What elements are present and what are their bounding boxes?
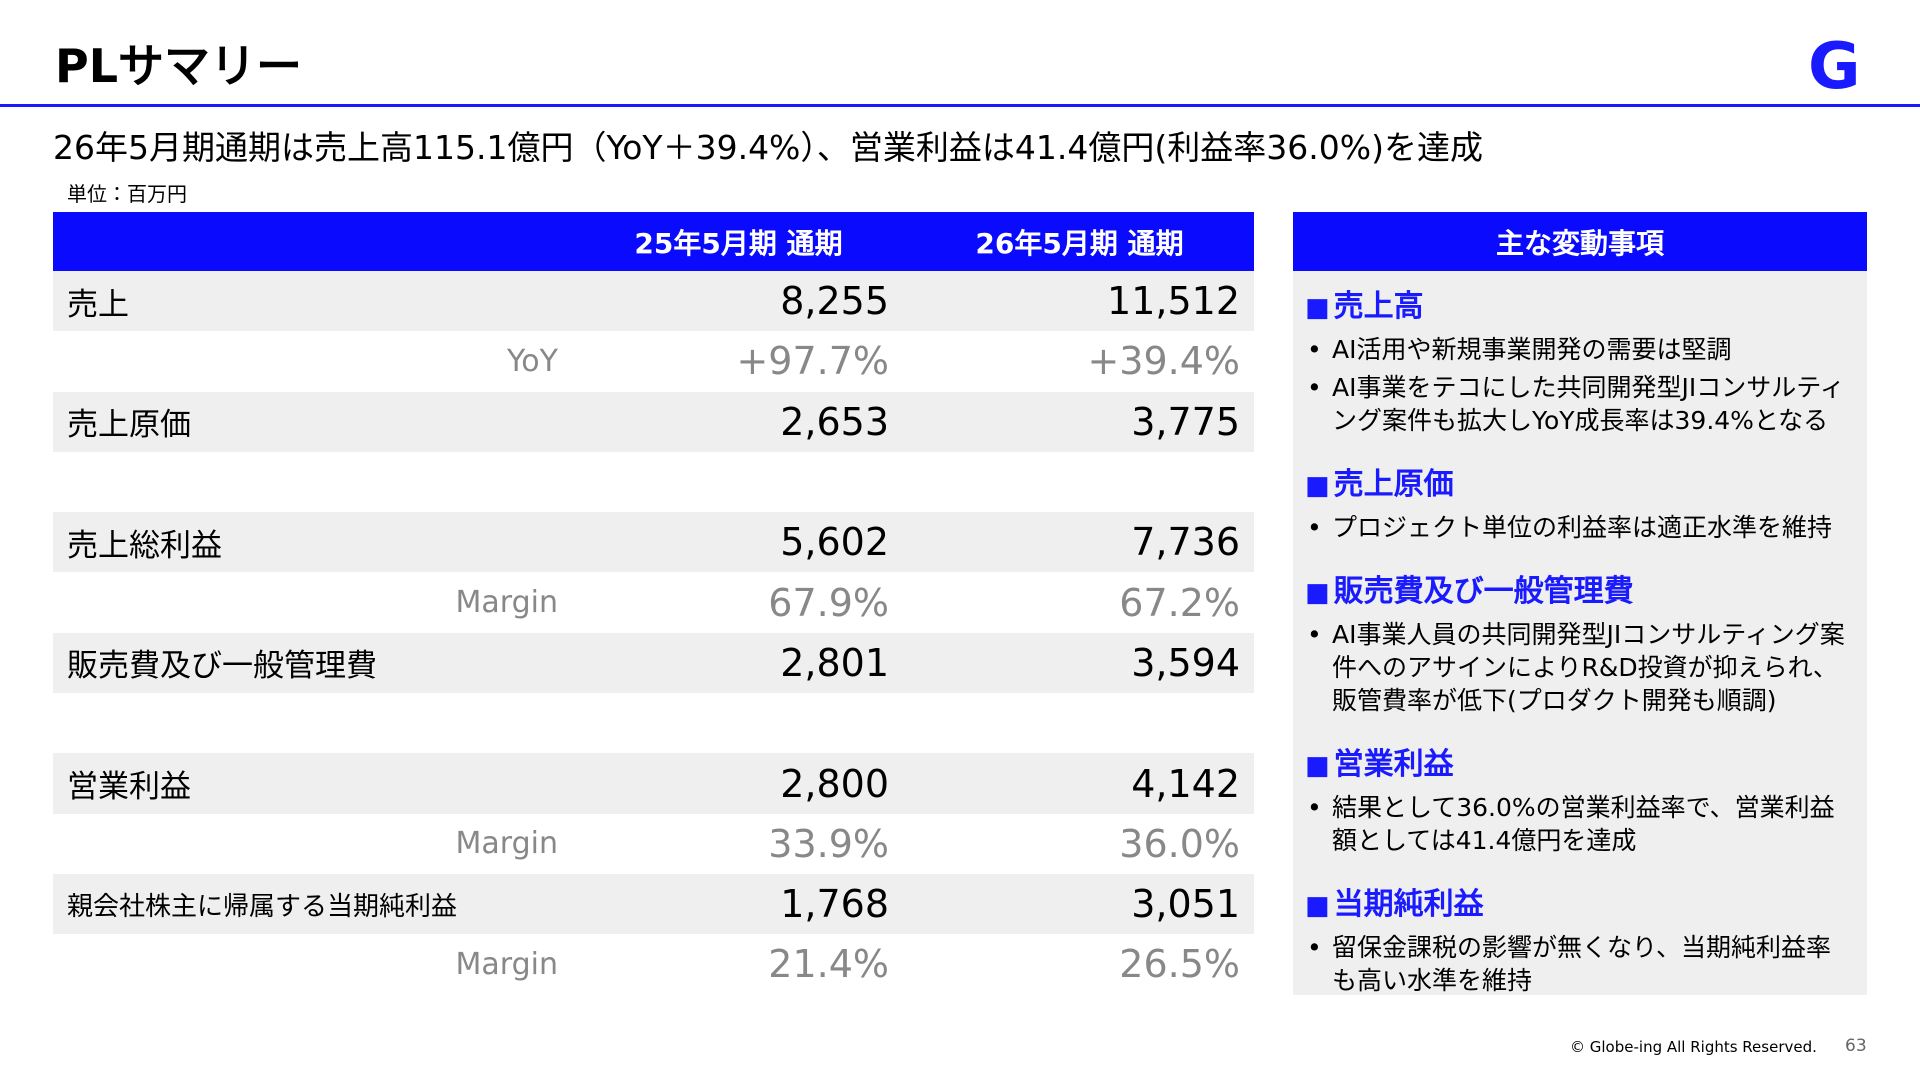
bullet: AI事業をテコにした共同開発型JIコンサルティング案件も拡大しYoY成長率は39… bbox=[1305, 371, 1855, 437]
panel-section: ■営業利益結果として36.0%の営業利益率で、営業利益額としては41.4億円を達… bbox=[1293, 729, 1867, 857]
cell-value: 3,594 bbox=[1131, 640, 1240, 685]
row-label: Margin bbox=[455, 585, 558, 621]
copyright: © Globe-ing All Rights Reserved. bbox=[1570, 1038, 1817, 1056]
cell-value: 36.0% bbox=[1119, 821, 1240, 866]
section-heading: ■ 当期純利益 bbox=[1305, 879, 1855, 923]
bullet-list: 留保金課税の影響が無くなり、当期純利益率も高い水準を維持 bbox=[1305, 931, 1855, 997]
cell-value: 7,736 bbox=[1131, 520, 1240, 565]
bullet: プロジェクト単位の利益率は適正水準を維持 bbox=[1305, 511, 1855, 544]
row-label: 営業利益 bbox=[67, 769, 191, 806]
bullet-list: AI事業人員の共同開発型JIコンサルティング案件へのアサインによりR&D投資が抑… bbox=[1305, 618, 1855, 717]
panel-title: 主な変動事項 bbox=[1293, 212, 1867, 271]
cell-value: 1,768 bbox=[780, 882, 889, 927]
bullet: 結果として36.0%の営業利益率で、営業利益額としては41.4億円を達成 bbox=[1305, 791, 1855, 857]
cell-value: 2,801 bbox=[780, 640, 889, 685]
row-label: 販売費及び一般管理費 bbox=[67, 648, 377, 685]
bullet-list: AI活用や新規事業開発の需要は堅調 AI事業をテコにした共同開発型JIコンサルティ… bbox=[1305, 333, 1855, 437]
bullet-list: 結果として36.0%の営業利益率で、営業利益額としては41.4億円を達成 bbox=[1305, 791, 1855, 857]
heading-text: 営業利益 bbox=[1333, 747, 1454, 782]
heading-text: 売上高 bbox=[1333, 289, 1424, 324]
cell-value: 4,142 bbox=[1131, 761, 1240, 806]
square-icon: ■ bbox=[1305, 751, 1330, 781]
row-label: YoY bbox=[506, 343, 558, 379]
table-row: 販売費及び一般管理費 2,801 3,594 bbox=[53, 632, 1254, 694]
cell-value: +39.4% bbox=[1087, 339, 1240, 384]
header-cell: 26年5月期 通期 bbox=[975, 226, 1184, 260]
square-icon: ■ bbox=[1305, 293, 1330, 323]
row-label: Margin bbox=[455, 826, 558, 862]
row-label: 親会社株主に帰属する当期純利益 bbox=[67, 891, 458, 922]
header-cell: 25年5月期 通期 bbox=[634, 226, 843, 260]
panel-section: ■当期純利益留保金課税の影響が無くなり、当期純利益率も高い水準を維持 bbox=[1293, 869, 1867, 997]
cell-value: 2,653 bbox=[780, 399, 889, 444]
logo: G bbox=[1808, 30, 1861, 104]
unit-note: 単位：百万円 bbox=[67, 182, 187, 206]
table-row: 営業利益 2,800 4,142 bbox=[53, 753, 1254, 814]
panel-section: ■売上高 AI活用や新規事業開発の需要は堅調 AI事業をテコにした共同開発型JIコン… bbox=[1293, 271, 1867, 437]
cell-value: 2,800 bbox=[780, 761, 889, 806]
panel-section: ■販売費及び一般管理費 AI事業人員の共同開発型JIコンサルティング案件へのアサイ… bbox=[1293, 556, 1867, 717]
panel-sections: ■売上高AI活用や新規事業開発の需要は堅調AI事業をテコにした共同開発型JIコン… bbox=[1293, 271, 1867, 997]
header-cell bbox=[53, 212, 572, 271]
cell-value: 8,255 bbox=[780, 279, 889, 324]
cell-value: 21.4% bbox=[768, 942, 889, 987]
table-row: Margin 33.9% 36.0% bbox=[53, 814, 1254, 874]
side-panel: 主な変動事項 ■売上高AI活用や新規事業開発の需要は堅調AI事業をテコにした共同… bbox=[1293, 212, 1867, 995]
table-row: 売上 8,255 11,512 bbox=[53, 271, 1254, 332]
table-body: 売上 8,255 11,512 YoY +97.7% +39.4% 売上原価 2,653 3,7… bbox=[53, 271, 1254, 995]
cell-value: 26.5% bbox=[1119, 942, 1240, 987]
square-icon: ■ bbox=[1305, 471, 1330, 501]
section-heading: ■ 売上原価 bbox=[1305, 459, 1855, 503]
bullet: 留保金課税の影響が無くなり、当期純利益率も高い水準を維持 bbox=[1305, 931, 1855, 997]
spacer-row bbox=[53, 452, 1254, 512]
row-label: 売上 bbox=[67, 286, 129, 323]
bullet: AI事業人員の共同開発型JIコンサルティング案件へのアサインによりR&D投資が抑… bbox=[1305, 618, 1855, 717]
cell-value: 67.9% bbox=[768, 580, 889, 625]
heading-text: 当期純利益 bbox=[1333, 887, 1484, 922]
cell-value: 5,602 bbox=[780, 520, 889, 565]
cell-value: +97.7% bbox=[736, 339, 889, 384]
section-heading: ■ 営業利益 bbox=[1305, 739, 1855, 783]
pl-table: 25年5月期 通期 26年5月期 通期 売上 8,255 11,512 YoY +97.… bbox=[53, 212, 1254, 995]
cell-value: 67.2% bbox=[1119, 580, 1240, 625]
table-row: Margin 21.4% 26.5% bbox=[53, 934, 1254, 994]
table-row: 売上原価 2,653 3,775 bbox=[53, 391, 1254, 452]
panel-section: ■売上原価プロジェクト単位の利益率は適正水準を維持 bbox=[1293, 449, 1867, 544]
table-row: 親会社株主に帰属する当期純利益 1,768 3,051 bbox=[53, 873, 1254, 935]
heading-text: 販売費及び一般管理費 bbox=[1333, 574, 1634, 609]
cell-value: 3,051 bbox=[1131, 882, 1240, 927]
row-label: 売上原価 bbox=[67, 407, 191, 444]
row-label: 売上総利益 bbox=[67, 527, 222, 564]
row-label: Margin bbox=[455, 946, 558, 982]
table-row: 売上総利益 5,602 7,736 bbox=[53, 512, 1254, 573]
slide-title: PLサマリー bbox=[55, 39, 303, 93]
spacer-row bbox=[53, 693, 1254, 753]
section-heading: ■ 販売費及び一般管理費 bbox=[1305, 566, 1855, 610]
table-row: YoY +97.7% +39.4% bbox=[53, 331, 1254, 391]
table-row: Margin 67.9% 67.2% bbox=[53, 572, 1254, 632]
cell-value: 11,512 bbox=[1107, 279, 1240, 324]
cell-value: 33.9% bbox=[768, 821, 889, 866]
cell-value: 3,775 bbox=[1131, 399, 1240, 444]
bullet: AI活用や新規事業開発の需要は堅調 bbox=[1305, 333, 1855, 366]
section-heading: ■ 売上高 bbox=[1305, 281, 1855, 325]
heading-text: 売上原価 bbox=[1333, 467, 1454, 502]
square-icon: ■ bbox=[1305, 578, 1330, 608]
subtitle: 26年5月期通期は売上高115.1億円（YoY＋39.4%）、営業利益は41.4… bbox=[53, 128, 1483, 167]
square-icon: ■ bbox=[1305, 891, 1330, 921]
table-header: 25年5月期 通期 26年5月期 通期 bbox=[53, 212, 1254, 271]
page-number: 63 bbox=[1845, 1036, 1867, 1056]
title-rule bbox=[0, 104, 1920, 107]
bullet-list: プロジェクト単位の利益率は適正水準を維持 bbox=[1305, 511, 1855, 544]
